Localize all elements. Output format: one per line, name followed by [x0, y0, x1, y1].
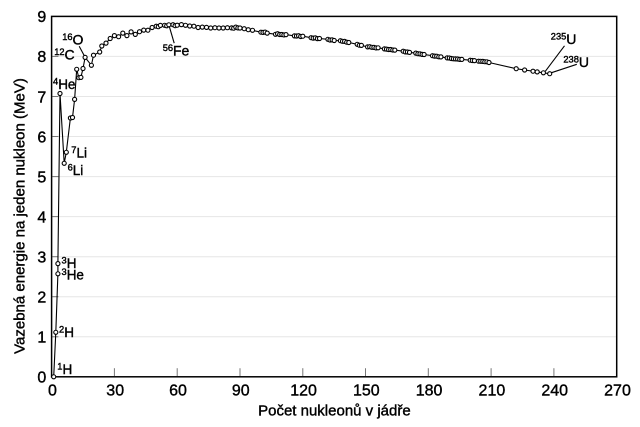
svg-text:7: 7 [71, 145, 76, 155]
svg-text:Počet nukleonů v jádře: Počet nukleonů v jádře [258, 403, 411, 420]
svg-text:180: 180 [416, 382, 443, 399]
svg-text:3: 3 [62, 256, 67, 266]
svg-text:Li: Li [77, 146, 88, 161]
svg-text:0: 0 [48, 382, 57, 399]
svg-text:8: 8 [37, 49, 46, 66]
svg-text:90: 90 [232, 382, 250, 399]
svg-text:3: 3 [37, 250, 46, 267]
svg-text:7: 7 [37, 89, 46, 106]
svg-text:H: H [67, 256, 77, 271]
svg-text:4: 4 [37, 209, 46, 226]
svg-text:6: 6 [37, 129, 46, 146]
svg-text:9: 9 [37, 9, 46, 26]
svg-text:U: U [579, 54, 589, 70]
svg-text:16: 16 [62, 32, 72, 42]
svg-text:1: 1 [37, 330, 46, 347]
svg-text:He: He [58, 77, 75, 92]
svg-text:Fe: Fe [173, 43, 190, 59]
svg-text:235: 235 [551, 32, 567, 42]
svg-text:60: 60 [169, 382, 187, 399]
svg-text:U: U [566, 31, 576, 47]
svg-text:30: 30 [106, 382, 124, 399]
svg-text:4: 4 [53, 77, 58, 87]
svg-text:2: 2 [37, 290, 46, 307]
svg-text:238: 238 [563, 55, 579, 65]
svg-text:120: 120 [290, 382, 317, 399]
svg-text:3: 3 [62, 267, 67, 277]
svg-text:5: 5 [37, 169, 46, 186]
svg-text:150: 150 [353, 382, 380, 399]
svg-text:0: 0 [37, 370, 46, 387]
svg-text:C: C [65, 46, 75, 62]
svg-text:12: 12 [54, 47, 64, 57]
svg-text:O: O [73, 32, 84, 48]
svg-text:1: 1 [57, 362, 62, 372]
svg-text:56: 56 [163, 43, 173, 53]
svg-text:2: 2 [59, 325, 64, 335]
svg-text:210: 210 [479, 382, 506, 399]
svg-text:H: H [63, 362, 73, 377]
svg-text:Li: Li [73, 163, 84, 178]
svg-text:He: He [67, 268, 84, 283]
svg-text:240: 240 [541, 382, 568, 399]
svg-text:270: 270 [604, 382, 631, 399]
svg-text:H: H [64, 325, 74, 340]
svg-text:6: 6 [68, 162, 73, 172]
svg-text:Vazebná energie na jeden nukle: Vazebná energie na jeden nukleon (MeV) [12, 78, 29, 354]
